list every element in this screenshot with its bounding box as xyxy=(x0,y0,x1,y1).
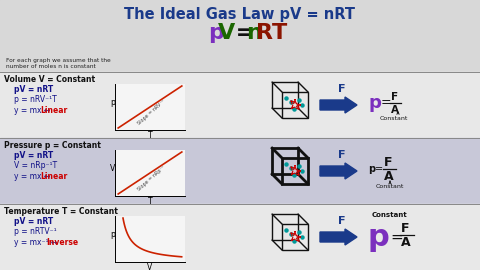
Text: p: p xyxy=(368,222,390,251)
Text: Constant: Constant xyxy=(376,184,404,190)
Text: A: A xyxy=(401,237,410,249)
Text: The Ideal Gas Law pV = nRT: The Ideal Gas Law pV = nRT xyxy=(124,7,356,22)
Text: V: V xyxy=(218,23,235,43)
Text: p: p xyxy=(208,23,224,43)
Text: n: n xyxy=(246,23,262,43)
Text: V = nRp⁻¹T: V = nRp⁻¹T xyxy=(14,161,57,170)
Text: Pressure p = Constant: Pressure p = Constant xyxy=(4,141,101,150)
Text: y = mx ↔: y = mx ↔ xyxy=(14,172,50,181)
Text: F: F xyxy=(338,216,345,226)
Text: Temperature T = Constant: Temperature T = Constant xyxy=(4,207,118,216)
Text: pV = nRT: pV = nRT xyxy=(14,151,53,160)
Bar xyxy=(0,138,480,204)
Text: pV = nRT: pV = nRT xyxy=(14,217,53,226)
Bar xyxy=(0,72,480,138)
Text: Linear: Linear xyxy=(40,106,67,115)
Text: A: A xyxy=(384,170,394,184)
Text: F: F xyxy=(338,84,345,94)
Text: =: = xyxy=(375,164,383,174)
Text: A: A xyxy=(391,105,399,115)
Bar xyxy=(0,0,480,72)
FancyArrow shape xyxy=(320,163,357,179)
Text: F: F xyxy=(391,92,398,102)
Text: =: = xyxy=(390,230,403,245)
Text: =: = xyxy=(381,96,392,110)
Text: pV = nRT: pV = nRT xyxy=(14,85,53,94)
Text: p = nRTV⁻¹: p = nRTV⁻¹ xyxy=(14,228,57,237)
Text: For each graph we assume that the
number of moles n is constant: For each graph we assume that the number… xyxy=(6,58,111,69)
Text: p = nRV⁻¹T: p = nRV⁻¹T xyxy=(14,96,57,104)
FancyArrow shape xyxy=(320,229,357,245)
Text: Inverse: Inverse xyxy=(47,238,79,247)
Text: F: F xyxy=(384,156,393,168)
Text: F: F xyxy=(401,221,409,235)
FancyArrow shape xyxy=(320,97,357,113)
Text: p: p xyxy=(368,94,381,112)
Text: RT: RT xyxy=(256,23,287,43)
Text: p: p xyxy=(368,164,375,174)
Text: Volume V = Constant: Volume V = Constant xyxy=(4,75,95,84)
Text: F: F xyxy=(338,150,345,160)
Text: Constant: Constant xyxy=(380,116,408,122)
Text: Linear: Linear xyxy=(40,172,67,181)
Text: Constant: Constant xyxy=(372,212,408,218)
Bar xyxy=(0,204,480,270)
Text: y = mx ↔: y = mx ↔ xyxy=(14,106,50,115)
Text: =: = xyxy=(228,23,262,43)
Text: y = mx⁻¹ ↔: y = mx⁻¹ ↔ xyxy=(14,238,57,247)
